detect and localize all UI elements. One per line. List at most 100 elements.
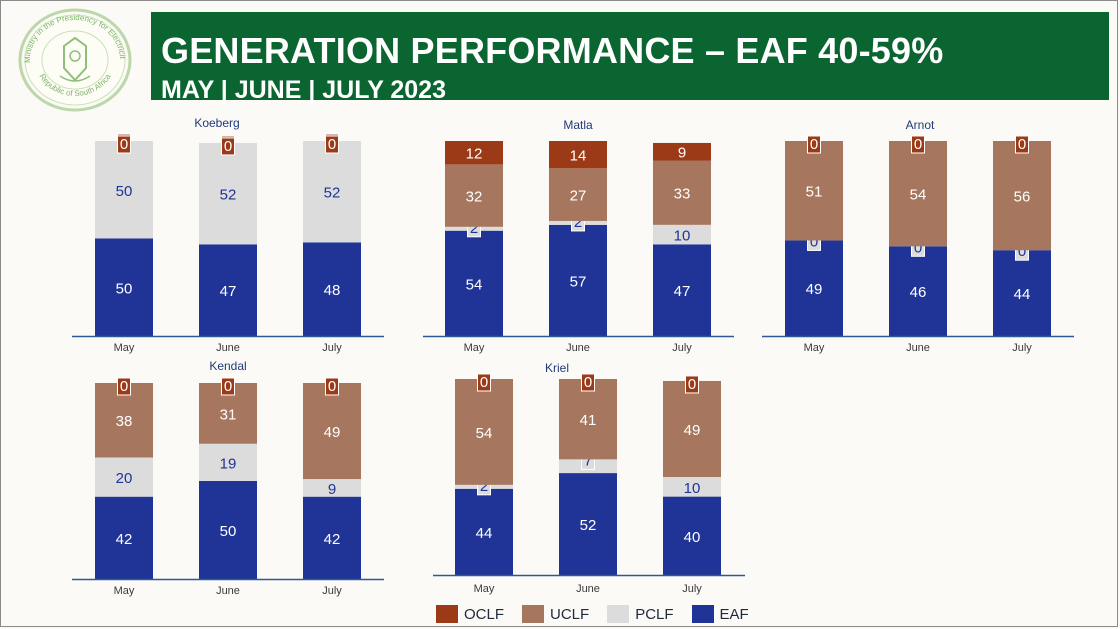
arnot-tick-label-may: May — [804, 342, 825, 354]
matla-data-label-june-pclf: 2 — [574, 214, 582, 231]
matla-data-label-may-eaf: 54 — [466, 276, 483, 293]
arnot-chart-title: Arnot — [906, 118, 935, 132]
kriel-label-box-june-oclf — [581, 373, 595, 392]
legend-item-uclf: UCLF — [522, 605, 589, 623]
legend-swatch-pclf — [607, 605, 630, 623]
page-title: GENERATION PERFORMANCE – EAF 40-59% — [161, 30, 944, 71]
legend-swatch-uclf — [522, 605, 545, 623]
kendal-data-label-july-pclf: 9 — [328, 481, 336, 498]
kriel-label-box-july-oclf — [685, 375, 699, 394]
legend-label-pclf: PCLF — [635, 605, 674, 623]
kriel-data-label-june-pclf: 7 — [584, 452, 592, 469]
arnot-label-box-may-oclf — [807, 135, 821, 154]
kendal-bar-may-pclf — [95, 457, 153, 497]
kriel-data-label-may-eaf: 44 — [476, 525, 493, 542]
kendal-bar-may-eaf — [95, 496, 153, 579]
kendal-bar-july-uclf — [303, 383, 361, 480]
kendal-data-label-may-uclf: 38 — [116, 413, 133, 430]
arnot-data-label-may-uclf: 51 — [806, 184, 823, 201]
kendal-tick-label-june: June — [216, 585, 240, 597]
page-subtitle: MAY | JUNE | JULY 2023 — [161, 76, 446, 104]
matla-bar-may-eaf — [445, 230, 503, 336]
matla-data-label-june-oclf: 14 — [570, 148, 587, 165]
kriel-data-label-july-eaf: 40 — [684, 529, 701, 546]
koeberg-bar-june-pclf — [199, 142, 257, 245]
koeberg-data-label-june-pclf: 52 — [220, 187, 237, 204]
kendal-data-label-june-eaf: 50 — [220, 523, 237, 540]
arnot-tick-label-june: June — [906, 342, 930, 354]
kendal-data-label-june-uclf: 31 — [220, 406, 237, 423]
matla-data-label-june-eaf: 57 — [570, 273, 587, 290]
arnot-data-label-june-pclf: 0 — [914, 239, 922, 256]
arnot-data-label-may-oclf: 0 — [810, 136, 818, 153]
legend-label-eaf: EAF — [719, 605, 749, 623]
matla-bar-may-oclf — [445, 141, 503, 165]
kriel-tick-label-july: July — [682, 583, 702, 595]
arnot-data-label-july-eaf: 44 — [1014, 286, 1031, 303]
arnot-bar-june-uclf — [889, 141, 947, 247]
kriel-bar-july-uclf — [663, 380, 721, 477]
kendal-bar-july-eaf — [303, 496, 361, 579]
kriel-data-label-june-uclf: 41 — [580, 412, 597, 429]
arnot-data-label-may-pclf: 0 — [810, 233, 818, 250]
kendal-data-label-may-pclf: 20 — [116, 470, 133, 487]
arnot-tick-label-july: July — [1012, 342, 1032, 354]
arnot-data-label-july-pclf: 0 — [1018, 243, 1026, 260]
kendal-data-label-july-uclf: 49 — [324, 424, 341, 441]
kriel-label-box-may-oclf — [477, 373, 491, 392]
kendal-data-label-may-eaf: 42 — [116, 531, 133, 548]
kendal-tick-label-july: July — [322, 585, 342, 597]
kriel-bar-june-eaf — [559, 473, 617, 575]
title-banner: GENERATION PERFORMANCE – EAF 40-59% MAY … — [151, 12, 1109, 104]
arnot-bar-may-eaf — [785, 240, 843, 336]
koeberg-bar-july-pclf — [303, 141, 361, 243]
kriel-data-label-may-oclf: 0 — [480, 374, 488, 391]
koeberg-label-box-june-oclf — [221, 137, 235, 156]
kendal-chart-title: Kendal — [209, 359, 246, 373]
matla-bar-july-pclf — [653, 224, 711, 245]
matla-tick-label-may: May — [464, 342, 485, 354]
kriel-bar-may-uclf — [455, 379, 513, 485]
arnot-label-box-june-oclf — [911, 135, 925, 154]
matla-bar-june-uclf — [549, 168, 607, 221]
koeberg-data-label-may-eaf: 50 — [116, 280, 133, 297]
arnot-data-label-july-uclf: 56 — [1014, 189, 1031, 206]
matla-data-label-may-pclf: 2 — [470, 220, 478, 237]
arnot-bar-may-uclf — [785, 141, 843, 241]
koeberg-tick-label-may: May — [114, 342, 135, 354]
kendal-bar-june-pclf — [199, 443, 257, 481]
kriel-data-label-july-pclf: 10 — [684, 480, 701, 497]
matla-bar-july-oclf — [653, 142, 711, 161]
arnot-data-label-june-oclf: 0 — [914, 136, 922, 153]
arnot-bar-july-eaf — [993, 250, 1051, 336]
legend-item-pclf: PCLF — [607, 605, 674, 623]
matla-bar-june-oclf — [549, 141, 607, 169]
kendal-data-label-june-oclf: 0 — [224, 378, 232, 395]
legend-item-oclf: OCLF — [436, 605, 504, 623]
koeberg-data-label-may-oclf: 0 — [120, 136, 128, 153]
kriel-data-label-june-oclf: 0 — [584, 374, 592, 391]
matla-data-label-july-eaf: 47 — [674, 283, 691, 300]
kendal-label-box-july-oclf — [325, 377, 339, 396]
arnot-data-label-june-eaf: 46 — [910, 284, 927, 301]
kendal-data-label-may-oclf: 0 — [120, 378, 128, 395]
koeberg-data-label-july-eaf: 48 — [324, 282, 341, 299]
kendal-data-label-july-oclf: 0 — [328, 378, 336, 395]
legend-swatch-eaf — [691, 605, 714, 623]
kendal-data-label-june-pclf: 19 — [220, 455, 237, 472]
kriel-tick-label-may: May — [474, 583, 495, 595]
kriel-bar-july-eaf — [663, 496, 721, 575]
koeberg-label-box-may-oclf — [117, 135, 131, 154]
kriel-data-label-may-uclf: 54 — [476, 425, 493, 442]
koeberg-data-label-july-oclf: 0 — [328, 136, 336, 153]
kriel-chart-title: Kriel — [545, 361, 569, 375]
arnot-bar-july-uclf — [993, 141, 1051, 251]
koeberg-label-box-july-oclf — [325, 135, 339, 154]
kriel-data-label-july-uclf: 49 — [684, 422, 701, 439]
matla-data-label-june-uclf: 27 — [570, 188, 587, 205]
kendal-tick-label-may: May — [114, 585, 135, 597]
koeberg-bar-may-pclf — [95, 141, 153, 239]
arnot-data-label-may-eaf: 49 — [806, 281, 823, 298]
kendal-bar-july-pclf — [303, 479, 361, 497]
